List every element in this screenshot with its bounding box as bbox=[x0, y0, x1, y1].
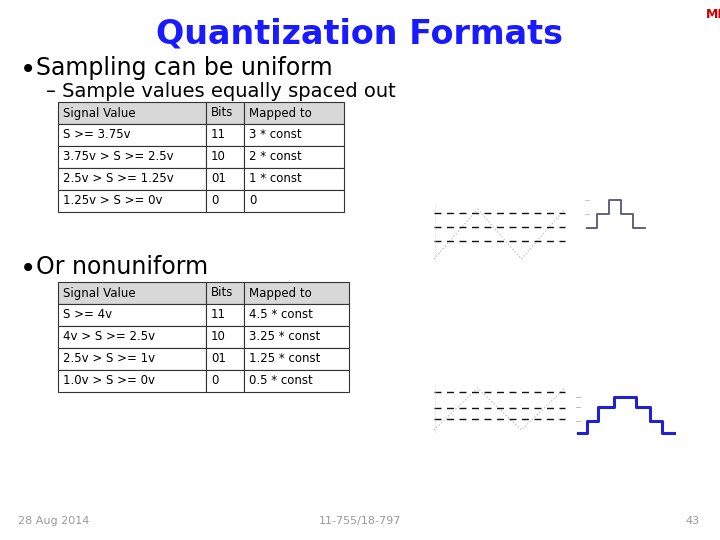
Bar bbox=[58, 282, 206, 304]
Text: 10: 10 bbox=[211, 330, 226, 343]
Text: Quantization Formats: Quantization Formats bbox=[156, 18, 564, 51]
Text: 1 * const: 1 * const bbox=[249, 172, 302, 186]
Text: S >= 4v: S >= 4v bbox=[63, 308, 112, 321]
Bar bbox=[244, 326, 349, 348]
Bar bbox=[58, 168, 206, 190]
Bar bbox=[244, 124, 344, 146]
Bar bbox=[58, 146, 206, 168]
Text: 3 * const: 3 * const bbox=[249, 129, 302, 141]
Bar bbox=[58, 190, 206, 212]
Text: Mapped to: Mapped to bbox=[249, 106, 312, 119]
Text: •: • bbox=[20, 255, 36, 283]
Text: 4v > S >= 2.5v: 4v > S >= 2.5v bbox=[63, 330, 155, 343]
Text: ML: ML bbox=[706, 8, 720, 21]
Bar bbox=[244, 282, 349, 304]
Text: 1.25v > S >= 0v: 1.25v > S >= 0v bbox=[63, 194, 163, 207]
Bar bbox=[58, 102, 206, 124]
Text: 01: 01 bbox=[211, 353, 226, 366]
Text: 43: 43 bbox=[686, 516, 700, 526]
Bar bbox=[244, 348, 349, 370]
Bar bbox=[58, 348, 206, 370]
Text: Bits: Bits bbox=[211, 106, 233, 119]
Text: 0: 0 bbox=[211, 375, 218, 388]
Text: Or nonuniform: Or nonuniform bbox=[36, 255, 208, 279]
Text: 1.25 * const: 1.25 * const bbox=[249, 353, 320, 366]
Text: Sampling can be uniform: Sampling can be uniform bbox=[36, 56, 333, 80]
Text: 11: 11 bbox=[211, 129, 226, 141]
Bar bbox=[206, 190, 244, 212]
Text: 3.75v > S >= 2.5v: 3.75v > S >= 2.5v bbox=[63, 151, 174, 164]
Text: 3.25 * const: 3.25 * const bbox=[249, 330, 320, 343]
Bar bbox=[206, 168, 244, 190]
Text: 10: 10 bbox=[211, 151, 226, 164]
Text: 2.5v > S >= 1v: 2.5v > S >= 1v bbox=[63, 353, 155, 366]
Bar bbox=[206, 370, 244, 392]
Text: Signal Value: Signal Value bbox=[63, 106, 135, 119]
Text: 11: 11 bbox=[211, 308, 226, 321]
Bar bbox=[244, 168, 344, 190]
Text: 0: 0 bbox=[211, 194, 218, 207]
Bar bbox=[206, 348, 244, 370]
Bar bbox=[244, 102, 344, 124]
Bar bbox=[58, 304, 206, 326]
Text: – Sample values equally spaced out: – Sample values equally spaced out bbox=[46, 82, 396, 101]
Text: Mapped to: Mapped to bbox=[249, 287, 312, 300]
Text: Signal Value: Signal Value bbox=[63, 287, 135, 300]
Bar bbox=[244, 370, 349, 392]
Text: •: • bbox=[20, 56, 36, 84]
Bar bbox=[206, 124, 244, 146]
Text: 0.5 * const: 0.5 * const bbox=[249, 375, 312, 388]
Bar bbox=[58, 370, 206, 392]
Bar bbox=[244, 146, 344, 168]
Bar bbox=[206, 304, 244, 326]
Bar bbox=[58, 326, 206, 348]
Text: Bits: Bits bbox=[211, 287, 233, 300]
Bar bbox=[206, 146, 244, 168]
Bar bbox=[206, 326, 244, 348]
Text: 11-755/18-797: 11-755/18-797 bbox=[319, 516, 401, 526]
Text: 28 Aug 2014: 28 Aug 2014 bbox=[18, 516, 89, 526]
Bar bbox=[206, 102, 244, 124]
Bar bbox=[206, 282, 244, 304]
Text: 01: 01 bbox=[211, 172, 226, 186]
Bar bbox=[244, 190, 344, 212]
Bar bbox=[244, 304, 349, 326]
Bar bbox=[58, 124, 206, 146]
Text: 0: 0 bbox=[249, 194, 256, 207]
Text: 2 * const: 2 * const bbox=[249, 151, 302, 164]
Text: 1.0v > S >= 0v: 1.0v > S >= 0v bbox=[63, 375, 155, 388]
Text: S >= 3.75v: S >= 3.75v bbox=[63, 129, 130, 141]
Text: 2.5v > S >= 1.25v: 2.5v > S >= 1.25v bbox=[63, 172, 174, 186]
Text: 4.5 * const: 4.5 * const bbox=[249, 308, 313, 321]
